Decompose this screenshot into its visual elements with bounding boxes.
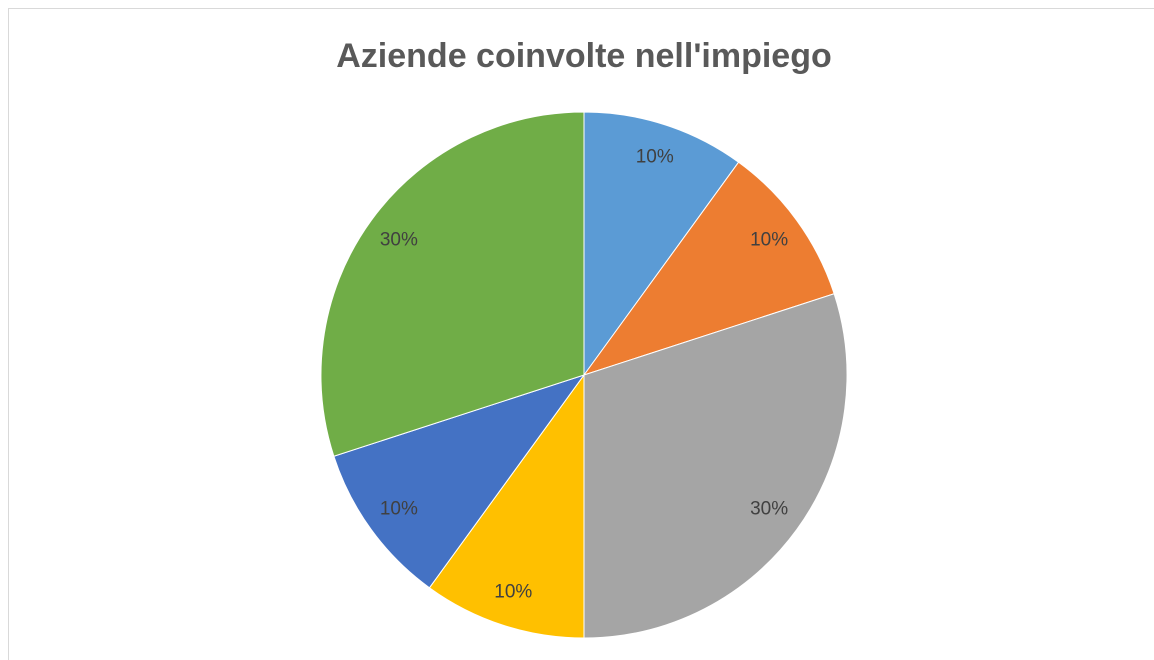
data-label: 30% (380, 230, 418, 251)
pie-slice (333, 374, 586, 589)
data-label: 10% (380, 499, 418, 520)
pie-slice (428, 373, 585, 639)
data-label: 10% (494, 582, 532, 603)
data-label: 30% (750, 499, 788, 520)
pie-slice (582, 161, 835, 376)
data-label: 10% (636, 146, 674, 167)
pie-slice (583, 293, 848, 639)
chart-title: Aziende coinvolte nell'impiego (336, 37, 832, 75)
pie-slice (320, 111, 585, 457)
pie-slice (583, 111, 740, 377)
data-label: 10% (750, 230, 788, 251)
